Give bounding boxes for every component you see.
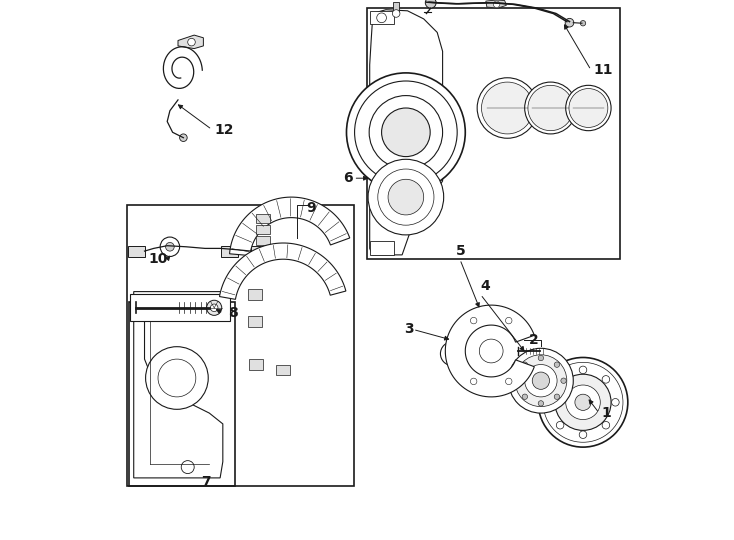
- Circle shape: [575, 394, 591, 410]
- Bar: [247, 316, 262, 327]
- Bar: [370, 241, 394, 255]
- Circle shape: [528, 85, 573, 131]
- Text: 6: 6: [343, 171, 352, 185]
- Bar: [221, 246, 239, 256]
- Circle shape: [440, 342, 464, 366]
- Circle shape: [522, 362, 528, 367]
- Bar: [393, 2, 399, 12]
- Circle shape: [188, 38, 195, 46]
- Circle shape: [543, 362, 623, 442]
- Text: 10: 10: [148, 252, 167, 266]
- Bar: [128, 246, 145, 256]
- Circle shape: [355, 81, 457, 184]
- Circle shape: [525, 364, 557, 397]
- Circle shape: [160, 237, 180, 256]
- Circle shape: [547, 399, 554, 406]
- Circle shape: [145, 347, 208, 409]
- Circle shape: [493, 1, 500, 8]
- Polygon shape: [230, 197, 350, 255]
- Circle shape: [479, 339, 503, 363]
- Circle shape: [470, 318, 477, 324]
- Circle shape: [506, 318, 512, 324]
- Circle shape: [369, 96, 443, 169]
- Circle shape: [554, 362, 559, 367]
- Circle shape: [579, 431, 586, 438]
- Circle shape: [382, 108, 430, 157]
- Circle shape: [470, 378, 477, 384]
- Circle shape: [515, 355, 567, 407]
- Circle shape: [388, 179, 424, 215]
- Circle shape: [569, 89, 608, 127]
- Bar: [250, 359, 264, 370]
- Circle shape: [446, 347, 459, 361]
- Circle shape: [538, 355, 544, 361]
- Circle shape: [166, 242, 174, 251]
- Bar: [256, 214, 270, 223]
- Circle shape: [180, 134, 187, 141]
- Polygon shape: [446, 305, 534, 397]
- Circle shape: [206, 300, 222, 315]
- Circle shape: [509, 348, 573, 413]
- Circle shape: [181, 296, 195, 309]
- Circle shape: [368, 159, 443, 235]
- Bar: [251, 246, 266, 258]
- Text: 11: 11: [594, 63, 614, 77]
- Bar: [256, 225, 270, 234]
- Text: 8: 8: [228, 306, 237, 320]
- Text: 9: 9: [307, 201, 316, 215]
- Circle shape: [579, 366, 586, 374]
- Bar: [127, 205, 354, 486]
- Circle shape: [482, 82, 534, 134]
- Circle shape: [538, 357, 628, 447]
- Text: 12: 12: [215, 123, 234, 137]
- Bar: [131, 294, 230, 321]
- Circle shape: [425, 0, 436, 8]
- Circle shape: [506, 378, 512, 384]
- Circle shape: [346, 73, 465, 192]
- Circle shape: [538, 401, 544, 406]
- Circle shape: [566, 385, 600, 420]
- Circle shape: [378, 169, 434, 225]
- Bar: [247, 289, 262, 300]
- Circle shape: [565, 18, 574, 27]
- Circle shape: [555, 374, 611, 430]
- Text: 7: 7: [201, 475, 211, 489]
- Circle shape: [602, 421, 610, 429]
- Text: 1: 1: [602, 406, 611, 420]
- Polygon shape: [370, 10, 443, 255]
- Circle shape: [561, 378, 566, 383]
- Circle shape: [602, 376, 610, 383]
- Polygon shape: [219, 243, 346, 299]
- Polygon shape: [178, 35, 203, 49]
- Text: 3: 3: [404, 322, 413, 336]
- Bar: [276, 364, 291, 375]
- Circle shape: [522, 394, 528, 400]
- Circle shape: [158, 359, 196, 397]
- Circle shape: [477, 78, 537, 138]
- Bar: [370, 11, 394, 24]
- Bar: [129, 302, 235, 486]
- Circle shape: [211, 304, 218, 312]
- Circle shape: [181, 461, 195, 474]
- Circle shape: [377, 13, 386, 23]
- Circle shape: [532, 372, 550, 389]
- Polygon shape: [486, 0, 506, 8]
- Text: 5: 5: [456, 244, 465, 258]
- Circle shape: [556, 376, 564, 383]
- Circle shape: [611, 399, 619, 406]
- Circle shape: [581, 21, 586, 26]
- Circle shape: [566, 85, 611, 131]
- Circle shape: [554, 394, 559, 400]
- Circle shape: [515, 378, 521, 383]
- Text: 4: 4: [480, 279, 490, 293]
- Circle shape: [525, 82, 576, 134]
- Polygon shape: [367, 8, 619, 259]
- Polygon shape: [134, 292, 223, 478]
- Circle shape: [556, 421, 564, 429]
- Bar: [256, 236, 270, 245]
- Circle shape: [393, 10, 400, 17]
- Text: 2: 2: [529, 333, 539, 347]
